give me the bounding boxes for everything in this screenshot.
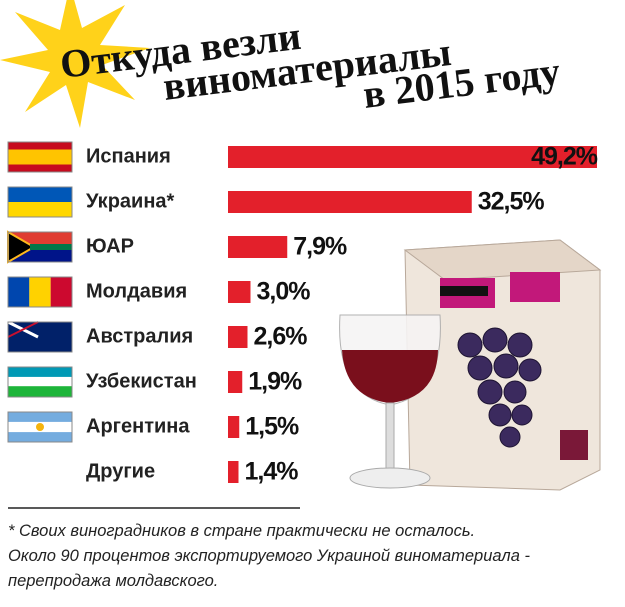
category-label: Испания xyxy=(86,145,171,167)
bar xyxy=(228,281,251,303)
category-label: ЮАР xyxy=(86,235,134,257)
flag-border xyxy=(7,231,73,263)
bar xyxy=(228,191,472,213)
value-label: 1,5% xyxy=(245,413,299,441)
bar xyxy=(228,416,240,438)
flag xyxy=(8,149,72,165)
flag xyxy=(8,164,72,172)
flag-border xyxy=(7,321,73,353)
flag xyxy=(7,321,39,338)
flag xyxy=(50,277,72,307)
value-label: 32,5% xyxy=(478,188,545,216)
flag-border xyxy=(7,411,73,443)
flag xyxy=(8,142,72,150)
value-label: 7,9% xyxy=(293,233,347,261)
value-label: 3,0% xyxy=(257,278,311,306)
flag-border xyxy=(7,186,73,218)
bar xyxy=(228,146,597,168)
value-label: 1,4% xyxy=(245,458,299,486)
flag-border xyxy=(7,366,73,398)
category-label: Аргентина xyxy=(86,415,190,437)
flag xyxy=(36,423,44,431)
bar xyxy=(228,461,239,483)
category-label: Австралия xyxy=(86,325,193,347)
wine-illustration xyxy=(339,239,602,491)
flag-border xyxy=(7,141,73,173)
flag xyxy=(8,277,30,307)
flag xyxy=(29,277,51,307)
flag-border xyxy=(7,276,73,308)
value-label: 2,6% xyxy=(254,323,308,351)
bar xyxy=(228,326,248,348)
category-label: Узбекистан xyxy=(86,370,197,392)
footnote: Около 90 процентов экспортируемого Украи… xyxy=(8,547,530,565)
value-label: 1,9% xyxy=(248,368,302,396)
category-label: Другие xyxy=(86,460,155,482)
footnote: перепродажа молдавского. xyxy=(8,572,218,590)
bar xyxy=(228,236,288,258)
flag xyxy=(8,367,72,377)
flag xyxy=(8,202,72,217)
flag xyxy=(8,187,72,202)
value-label: 49,2% xyxy=(531,143,598,171)
footnote: * Своих виноградников в стране практичес… xyxy=(8,522,475,540)
category-label: Украина* xyxy=(86,190,175,212)
bar xyxy=(228,371,243,393)
category-label: Молдавия xyxy=(86,280,187,302)
sunburst xyxy=(0,0,150,128)
